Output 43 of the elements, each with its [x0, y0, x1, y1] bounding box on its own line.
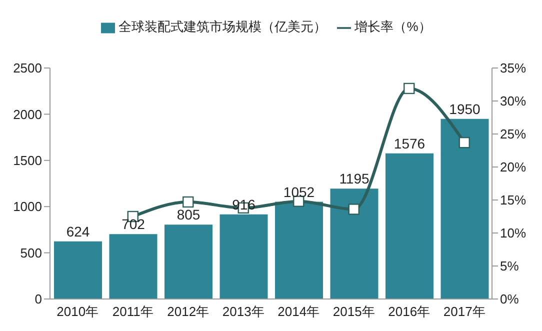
- y-tick-label: 2500: [13, 60, 42, 76]
- y2-tick-label: 20%: [500, 160, 526, 175]
- point: [348, 204, 360, 215]
- bar: [330, 188, 378, 299]
- data-label: 805: [176, 206, 200, 223]
- data-label: 1576: [394, 135, 426, 152]
- y2-tick-label: 10%: [500, 226, 526, 241]
- x-tick-label: 2014年: [278, 304, 320, 320]
- x-tick-label: 2016年: [388, 304, 430, 320]
- bar: [164, 224, 212, 299]
- data-label: 702: [122, 216, 146, 232]
- bar: [386, 153, 434, 299]
- y2-tick-label: 5%: [500, 258, 520, 274]
- bar: [109, 234, 158, 299]
- legend-label: 全球装配式建筑市场规模（亿美元）: [118, 19, 327, 34]
- y2-tick-label: 30%: [500, 94, 526, 109]
- bar: [275, 202, 323, 299]
- y-tick-label: 1000: [13, 199, 42, 214]
- bar: [440, 118, 489, 299]
- x-tick-label: 2012年: [167, 304, 210, 320]
- x-tick-label: 2017年: [443, 304, 486, 320]
- x-tick-label: 2015年: [332, 304, 375, 320]
- y-tick-label: 1500: [13, 153, 42, 168]
- y2-tick-label: 25%: [500, 126, 526, 142]
- point: [182, 196, 194, 208]
- bar: [220, 214, 268, 299]
- legend-label: 增长率（%）: [354, 19, 432, 34]
- x-tick-label: 2010年: [56, 304, 99, 320]
- y2-tick-label: 15%: [500, 192, 526, 208]
- y-tick-label: 2000: [13, 106, 42, 122]
- x-tick-label: 2013年: [222, 304, 264, 320]
- point: [458, 136, 470, 148]
- data-label: 1052: [283, 184, 315, 200]
- x-tick-label: 2011年: [112, 304, 154, 320]
- data-label: 624: [66, 223, 90, 240]
- data-label: 1950: [449, 100, 481, 117]
- bar: [54, 241, 102, 299]
- point: [404, 82, 415, 94]
- y2-tick-label: 0%: [500, 292, 520, 307]
- y2-tick-label: 35%: [500, 60, 526, 76]
- y-tick-label: 500: [20, 245, 42, 260]
- y-tick-label: 0: [34, 292, 42, 307]
- data-label: 1195: [339, 170, 370, 187]
